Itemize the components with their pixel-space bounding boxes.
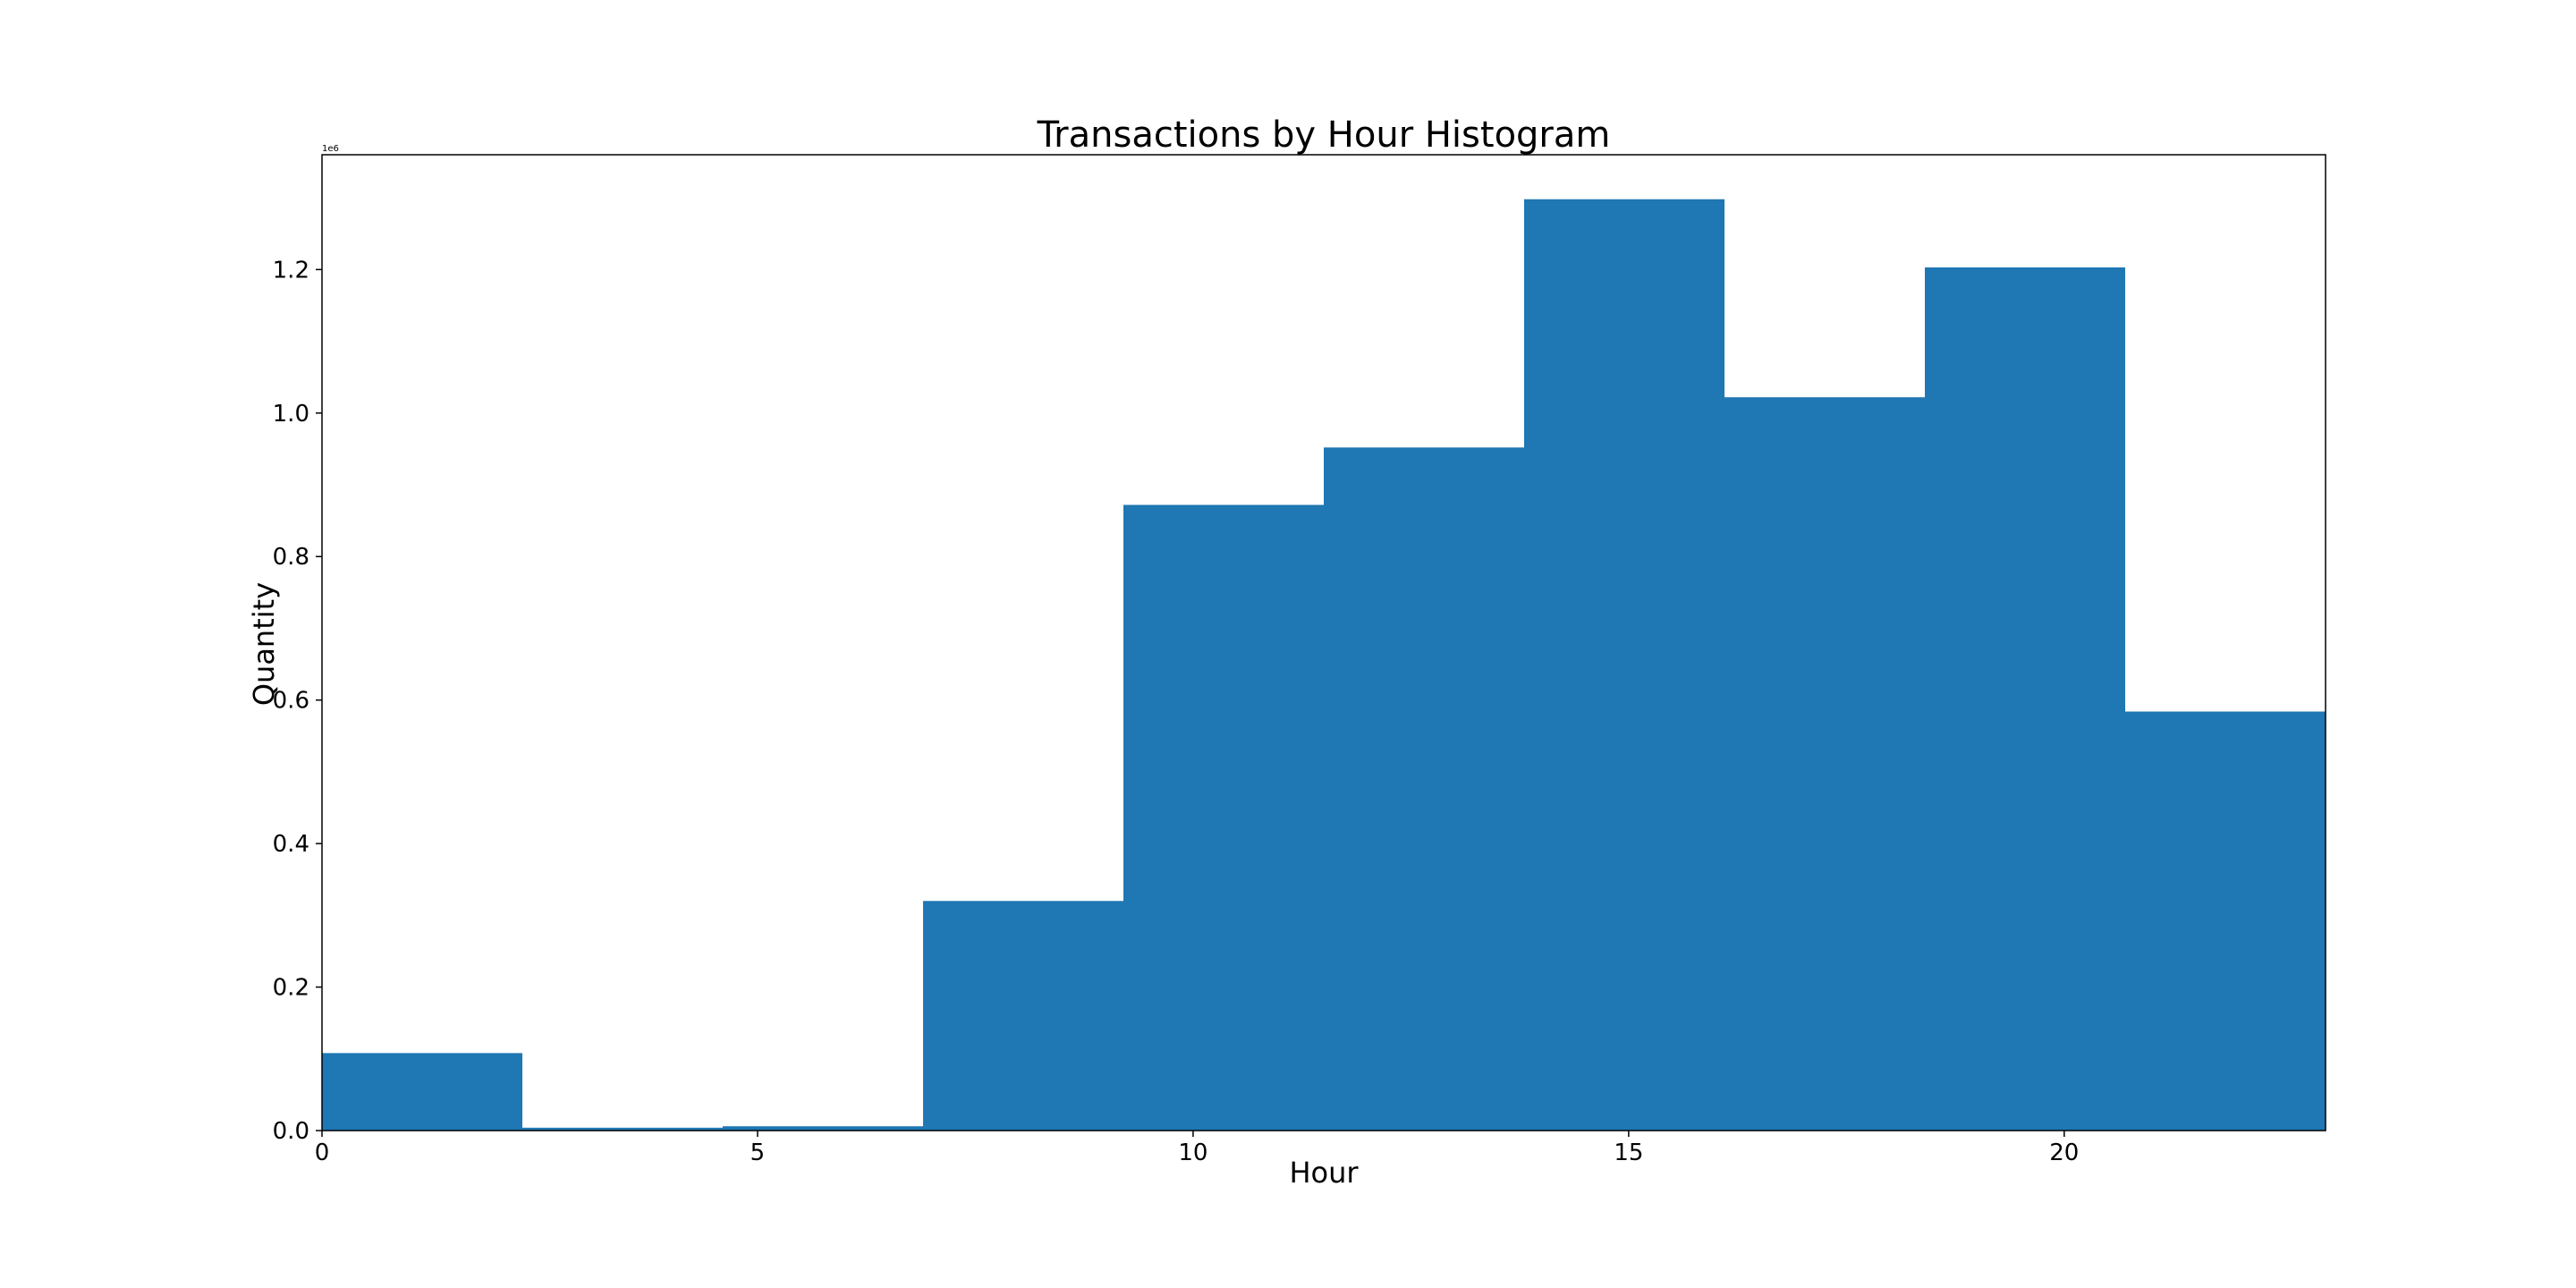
y-tick-label: 1.2 bbox=[273, 257, 309, 284]
x-tick-label: 15 bbox=[1614, 1140, 1643, 1166]
y-tick-label: 0.0 bbox=[273, 1118, 309, 1145]
histogram-bar bbox=[923, 901, 1123, 1131]
y-axis-offset-label: 1e6 bbox=[322, 144, 339, 154]
histogram-bar bbox=[1925, 267, 2125, 1131]
x-axis-label: Hour bbox=[1289, 1156, 1359, 1190]
y-axis-ticks: 0.0 0.2 0.4 0.6 0.8 1.0 1.2 bbox=[273, 257, 322, 1145]
chart-title: Transactions by Hour Histogram bbox=[1037, 114, 1611, 156]
x-tick-label: 0 bbox=[315, 1140, 330, 1166]
x-axis-ticks: 0 5 10 15 20 bbox=[315, 1131, 2079, 1166]
histogram-bar bbox=[1724, 397, 1925, 1131]
bars-group bbox=[322, 199, 2326, 1131]
histogram-bar bbox=[1123, 504, 1324, 1131]
y-tick-label: 1.0 bbox=[273, 401, 309, 428]
y-tick-label: 0.2 bbox=[273, 975, 309, 1002]
histogram-bar bbox=[2125, 711, 2326, 1131]
histogram-bar bbox=[1324, 447, 1524, 1131]
y-tick-label: 0.6 bbox=[273, 688, 309, 715]
histogram-bar bbox=[322, 1053, 522, 1131]
x-tick-label: 5 bbox=[750, 1140, 766, 1166]
plot-frame bbox=[321, 154, 2326, 1131]
histogram-bar bbox=[522, 1127, 723, 1131]
y-tick-label: 0.8 bbox=[273, 544, 309, 571]
x-tick-label: 10 bbox=[1178, 1140, 1208, 1166]
y-tick-label: 0.4 bbox=[273, 831, 309, 858]
histogram-bar bbox=[1524, 199, 1724, 1131]
y-axis-label: Quantity bbox=[247, 582, 281, 706]
histogram-bar bbox=[723, 1126, 923, 1131]
x-tick-label: 20 bbox=[2049, 1140, 2079, 1166]
